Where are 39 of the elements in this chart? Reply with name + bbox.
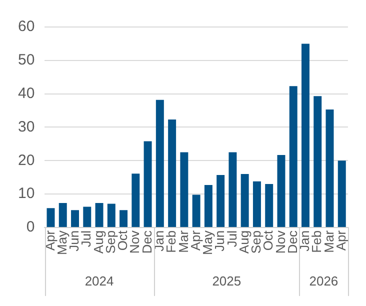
y-tick-label: 50 [18, 52, 35, 69]
bar [252, 181, 261, 227]
bar [314, 96, 322, 227]
bar [204, 185, 212, 227]
bar [180, 152, 188, 227]
bar [265, 184, 274, 227]
bar [132, 174, 140, 227]
bar [277, 154, 286, 227]
bar [228, 152, 237, 227]
bar [216, 174, 225, 227]
y-tick-label: 30 [18, 118, 35, 136]
y-tick-label: 20 [18, 152, 35, 169]
x-tick-label: Jul [78, 230, 94, 248]
text: 2025 [212, 274, 242, 289]
y-tick-label: 40 [18, 84, 35, 102]
x-tick-label: Apr [42, 230, 58, 251]
x-tick-label: Jan [152, 230, 166, 252]
bar [83, 206, 92, 227]
bar [326, 110, 334, 227]
bar [156, 100, 164, 227]
bar [95, 203, 104, 227]
bar [338, 160, 346, 227]
bar [168, 120, 176, 227]
bar [289, 86, 298, 227]
bar [240, 174, 249, 227]
bar [107, 204, 116, 227]
x-tick-label: May [200, 230, 216, 256]
bar [144, 141, 152, 227]
bar [302, 44, 310, 227]
y-tick-label: 10 [18, 185, 35, 202]
text: 2024 [84, 274, 114, 289]
bar [58, 203, 67, 227]
bar [192, 194, 200, 227]
bar [46, 208, 55, 227]
bar [120, 210, 128, 227]
y-tick-label: 0 [26, 218, 35, 236]
bar [71, 210, 79, 227]
text: 2026 [309, 274, 338, 289]
y-tick-label: 60 [18, 18, 35, 36]
